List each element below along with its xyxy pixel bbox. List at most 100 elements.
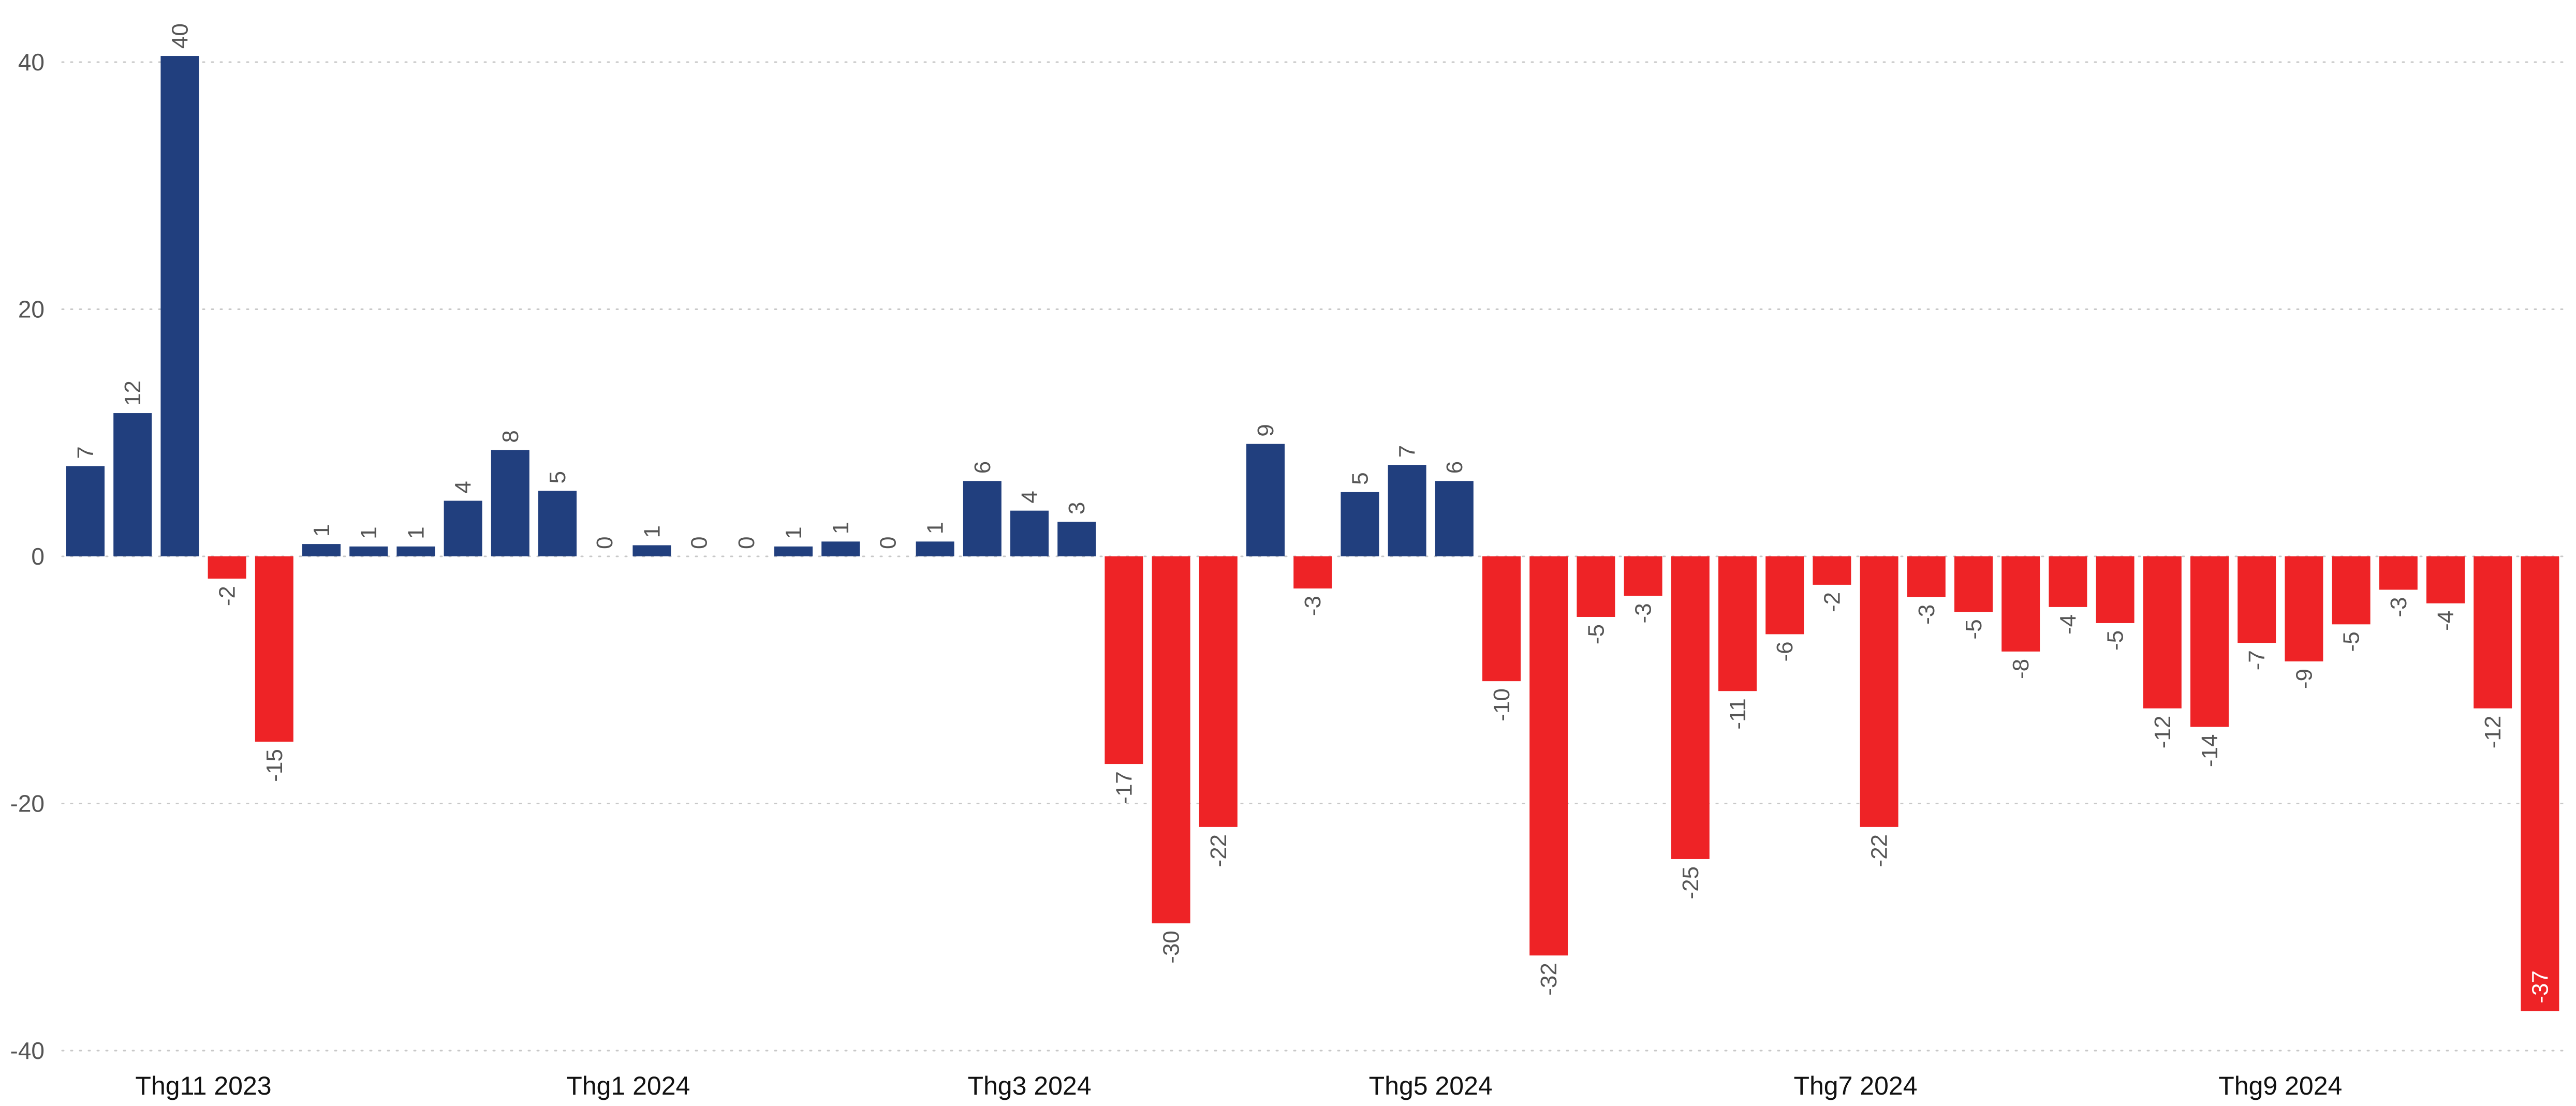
bar [2426,556,2465,603]
data-label: -22 [1206,834,1231,867]
x-axis-ticks: Thg11 2023 Thg1 2024 Thg3 2024 Thg5 2024 Thg… [135,1071,2342,1100]
y-tick-label: 40 [18,49,45,76]
bar [2521,556,2559,1011]
data-label: 1 [781,526,806,539]
bar [1105,556,1143,764]
data-label: 0 [734,537,759,549]
data-label: -5 [1583,624,1609,644]
bar [1907,556,1946,597]
data-label: 0 [687,537,712,549]
x-tick-label: Thg1 2024 [566,1071,690,1100]
data-label: -15 [262,749,287,782]
bar [916,541,954,556]
bar [1341,492,1379,556]
bar [255,556,293,742]
bar [1671,556,1710,859]
bar [1388,465,1426,556]
x-tick-label: Thg11 2023 [135,1071,271,1100]
data-label: -9 [2291,669,2317,689]
data-label: 5 [545,471,570,483]
bar [396,546,435,556]
data-label: -22 [1867,834,1892,867]
data-label: 4 [1017,491,1042,503]
bar [349,546,388,556]
bar [1199,556,1238,827]
data-label: -3 [1300,596,1326,616]
data-label: 1 [639,525,665,538]
bar [302,544,341,556]
bar [2474,556,2512,709]
data-label: 12 [120,380,145,406]
data-label: 1 [923,522,948,534]
bar [774,546,813,556]
data-labels: 7 12 40 -2 -15 1 1 1 4 8 5 0 1 0 0 1 1 0 1 6 4 3 -17 -30 -22 9 -3 5… [73,23,2553,1003]
data-label: -14 [2197,734,2222,767]
bar [821,541,860,556]
bar [2379,556,2418,590]
bar [2238,556,2276,643]
data-label: 4 [451,481,476,493]
bar [2332,556,2371,625]
y-tick-label: 0 [31,543,45,570]
data-label: -4 [2055,614,2081,635]
bar [1152,556,1190,924]
bar [1718,556,1757,691]
data-label: -11 [1725,698,1750,729]
data-label: -5 [1961,619,1986,639]
data-label: -10 [1489,688,1514,721]
bar [66,466,105,556]
y-axis-ticks: 40 20 0 -20 -40 [10,49,45,1064]
bar [1293,556,1332,589]
data-label: -5 [2103,630,2128,651]
bar [1765,556,1804,635]
data-label: -12 [2150,716,2175,749]
data-label: -37 [2527,970,2553,1004]
data-label: -12 [2480,716,2506,749]
data-label: -3 [2386,597,2411,617]
bar [1529,556,1568,956]
bar [2001,556,2040,652]
data-label: -2 [215,586,240,606]
data-label: 1 [828,522,853,534]
bar [1246,444,1285,556]
data-label: 1 [356,526,381,539]
bar [1954,556,1993,612]
data-label: 6 [970,461,995,474]
bar [491,450,529,556]
bars [66,56,2559,1011]
bar [1057,522,1096,556]
bar [2049,556,2087,607]
bar [2190,556,2229,727]
bar [1577,556,1615,617]
bar [1435,481,1474,556]
data-label: 6 [1442,461,1467,474]
data-label: -3 [1914,604,1939,625]
data-label: 8 [498,430,523,443]
y-tick-label: -20 [10,790,45,817]
data-label: -32 [1536,963,1562,996]
bar [538,491,577,556]
bar [2096,556,2135,623]
bar [1010,510,1049,556]
bar [1813,556,1851,585]
data-label: 7 [73,446,98,459]
x-tick-label: Thg7 2024 [1793,1071,1917,1100]
bar [1624,556,1662,596]
data-label: 5 [1347,472,1373,484]
y-tick-label: 20 [18,296,45,323]
data-label: -25 [1678,866,1703,899]
data-label: -7 [2244,650,2270,670]
bar [208,556,246,579]
data-label: 9 [1253,424,1278,436]
bar [113,413,152,556]
data-label: -17 [1111,771,1137,804]
bar [2143,556,2182,709]
bar [160,56,199,556]
data-label: 0 [592,537,617,549]
data-label: -4 [2433,611,2459,631]
data-label: 40 [167,23,193,49]
data-label: 1 [309,524,334,537]
bar [1860,556,1898,827]
